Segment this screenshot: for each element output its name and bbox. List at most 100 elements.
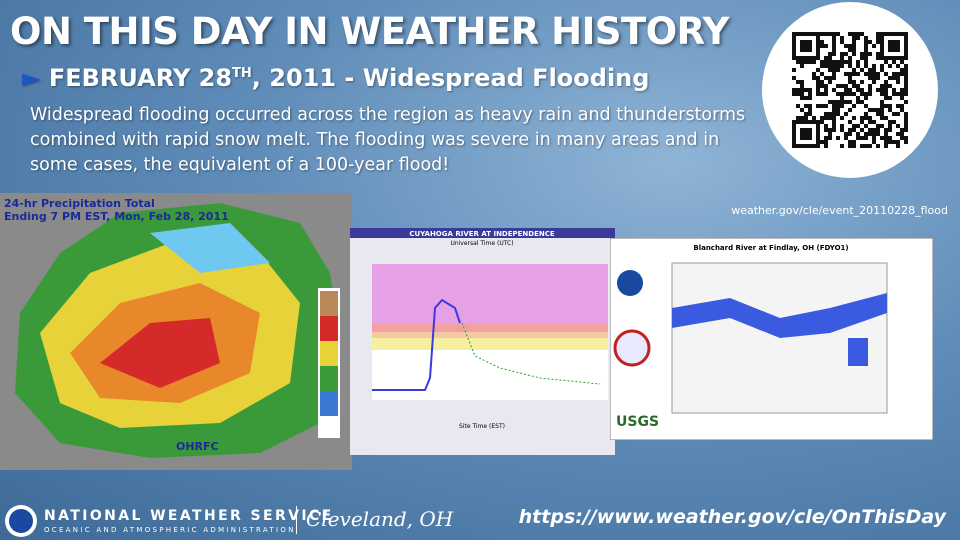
qr-caption[interactable]: weather.gov/cle/event_20110228_flood [731,204,948,217]
qr-module [792,144,796,148]
qr-module [816,80,820,84]
qr-module [852,36,856,40]
qr-module [840,104,844,108]
qr-module [868,108,872,112]
qr-module [824,116,828,120]
qr-module [856,124,860,128]
qr-module [888,56,892,60]
qr-module [868,72,872,76]
qr-module [808,44,812,48]
qr-module [864,72,868,76]
qr-code [792,32,908,148]
qr-module [828,136,832,140]
qr-module [792,76,796,80]
qr-module [900,68,904,72]
qr-module [848,44,852,48]
qr-module [852,44,856,48]
qr-module [872,128,876,132]
river-map-title: Blanchard River at Findlay, OH (FDYO1) [693,244,848,252]
qr-module [808,136,812,140]
qr-module [848,132,852,136]
qr-module [892,48,896,52]
footer-url[interactable]: https://www.weather.gov/cle/OnThisDay [518,506,946,528]
qr-module [832,112,836,116]
qr-module [812,116,816,120]
qr-module [844,132,848,136]
qr-module [896,104,900,108]
qr-module [844,92,848,96]
qr-module [880,100,884,104]
qr-module [888,136,892,140]
qr-module [904,32,908,36]
qr-module [832,88,836,92]
qr-module [852,52,856,56]
qr-module [800,60,804,64]
qr-module [796,144,800,148]
qr-module [896,64,900,68]
qr-module [816,76,820,80]
qr-module [840,116,844,120]
qr-module [868,116,872,120]
qr-module [896,124,900,128]
qr-module [816,36,820,40]
qr-module [800,96,804,100]
qr-module [832,44,836,48]
qr-module [816,52,820,56]
qr-module [796,104,800,108]
qr-module [896,92,900,96]
qr-module [852,80,856,84]
qr-module [792,132,796,136]
qr-module [876,112,880,116]
qr-module [856,72,860,76]
qr-module [860,92,864,96]
qr-module [900,60,904,64]
qr-module [836,136,840,140]
qr-module [824,84,828,88]
qr-module [884,72,888,76]
qr-module [800,144,804,148]
qr-module [864,52,868,56]
qr-module [792,136,796,140]
qr-module [888,128,892,132]
river-map: Blanchard River at Findlay, OH (FDYO1) U… [610,238,933,440]
qr-module [892,56,896,60]
qr-module [888,44,892,48]
qr-module [884,60,888,64]
qr-module [832,48,836,52]
qr-module [888,32,892,36]
qr-module [880,36,884,40]
description: Widespread flooding occurred across the … [30,105,746,175]
qr-module [812,60,816,64]
qr-module [800,92,804,96]
qr-module [860,100,864,104]
qr-module [796,116,800,120]
qr-module [820,116,824,120]
qr-module [804,116,808,120]
qr-module [796,80,800,84]
qr-module [844,72,848,76]
qr-module [812,120,816,124]
map-subtitle: Ending 7 PM EST, Mon, Feb 28, 2011 [4,210,229,223]
qr-module [900,56,904,60]
qr-module [896,132,900,136]
qr-module [852,128,856,132]
qr-module [840,100,844,104]
qr-module [848,64,852,68]
qr-module [816,44,820,48]
qr-module [848,32,852,36]
qr-module [820,104,824,108]
qr-module [880,124,884,128]
qr-module [868,88,872,92]
qr-module [848,140,852,144]
qr-module [856,132,860,136]
qr-module [892,92,896,96]
qr-module [804,112,808,116]
qr-module [840,60,844,64]
qr-module [888,48,892,52]
qr-module [832,116,836,120]
qr-module [824,140,828,144]
qr-module [860,68,864,72]
qr-module [880,48,884,52]
qr-module [892,112,896,116]
qr-module [792,44,796,48]
